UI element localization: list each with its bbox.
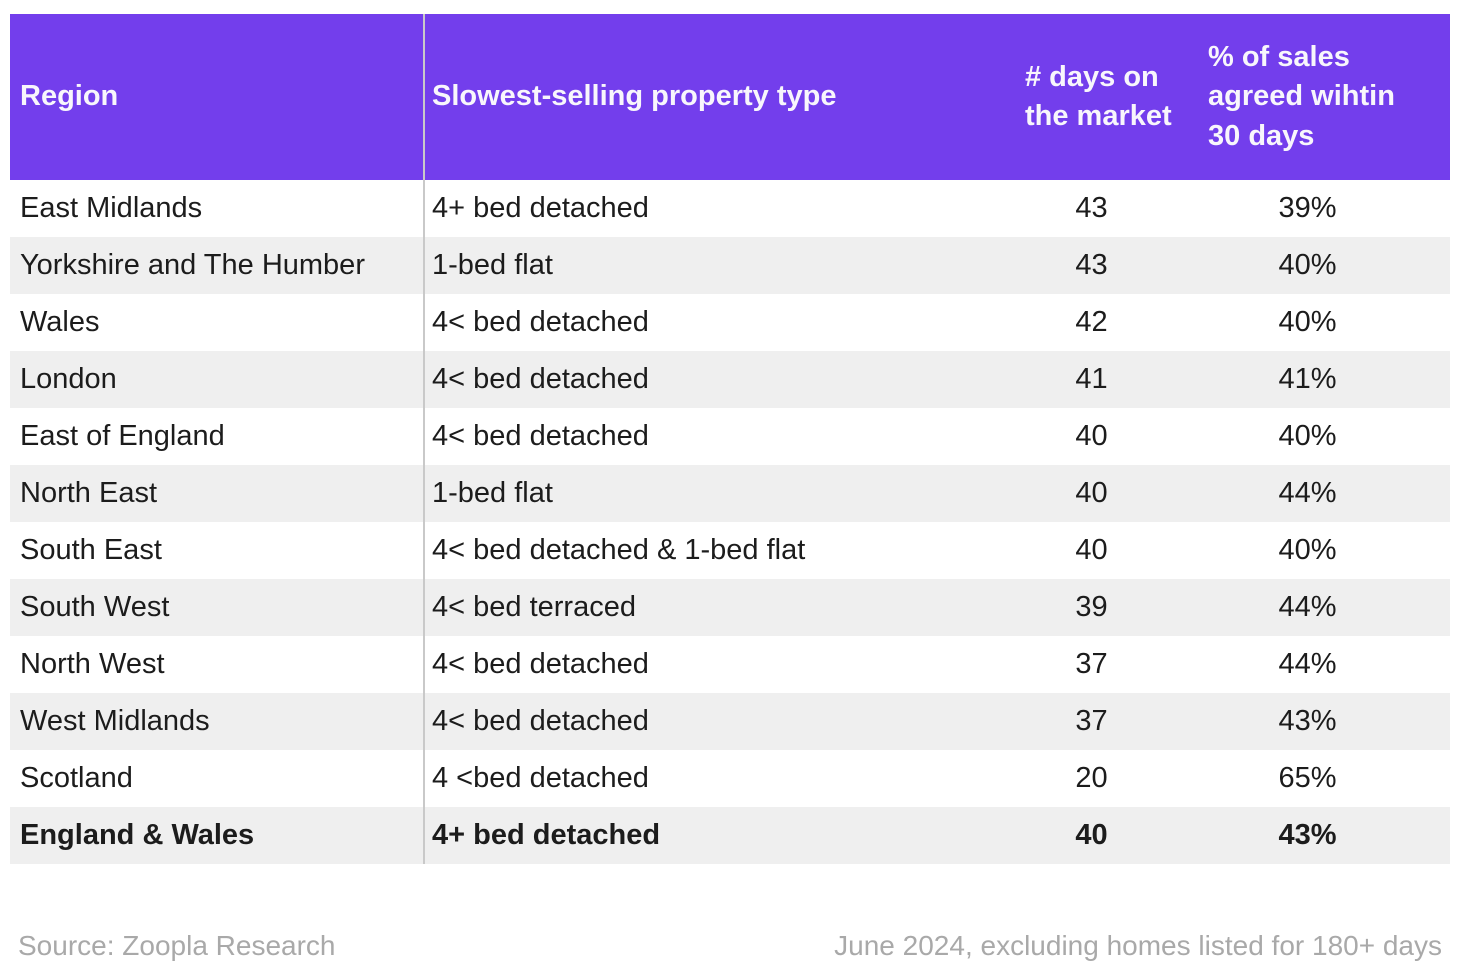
table-row: North East 1-bed flat 40 44%: [10, 465, 1450, 522]
cell-property-type: 4+ bed detached: [432, 192, 649, 224]
table-row: Wales 4< bed detached 42 40%: [10, 294, 1450, 351]
cell-region: South East: [20, 534, 162, 566]
cell-pct: 40%: [1278, 534, 1337, 566]
cell-property-type: 1-bed flat: [432, 477, 553, 509]
cell-region: Yorkshire and The Humber: [20, 249, 365, 281]
cell-region: Scotland: [20, 762, 133, 794]
cell-days: 37: [1075, 648, 1108, 680]
cell-pct: 44%: [1278, 591, 1337, 623]
cell-pct: 40%: [1278, 306, 1337, 338]
cell-pct: 44%: [1278, 477, 1337, 509]
cell-property-type: 4< bed detached & 1-bed flat: [432, 534, 806, 566]
cell-days: 43: [1075, 192, 1108, 224]
cell-property-type: 4 <bed detached: [432, 762, 649, 794]
table-row: London 4< bed detached 41 41%: [10, 351, 1450, 408]
cell-pct: 41%: [1278, 363, 1337, 395]
column-header-property-type: Slowest-selling property type: [432, 80, 837, 113]
cell-region: England & Wales: [20, 819, 255, 851]
cell-days: 40: [1075, 477, 1108, 509]
cell-region: London: [20, 363, 117, 395]
source-caption: Source: Zoopla Research: [18, 930, 336, 961]
cell-days: 41: [1075, 363, 1108, 395]
cell-pct: 40%: [1278, 249, 1337, 281]
table-row: East Midlands 4+ bed detached 43 39%: [10, 180, 1450, 237]
table-row: England & Wales 4+ bed detached 40 43%: [10, 807, 1450, 864]
column-header-region: Region: [20, 80, 119, 113]
column-header-pct-label: % of sales agreed wihtin 30 days: [1208, 41, 1395, 152]
cell-pct: 43%: [1278, 705, 1337, 737]
cell-pct: 43%: [1278, 819, 1337, 851]
property-table: Region Slowest-selling property type # d…: [10, 14, 1450, 864]
column-header-days-label: # days on the market: [1025, 60, 1172, 132]
cell-days: 40: [1075, 420, 1108, 452]
cell-property-type: 1-bed flat: [432, 249, 553, 281]
table-row: Scotland 4 <bed detached 20 65%: [10, 750, 1450, 807]
cell-pct: 39%: [1278, 192, 1337, 224]
cell-property-type: 4< bed terraced: [432, 591, 636, 623]
column-header-pct: % of sales agreed wihtin 30 days: [1195, 38, 1450, 155]
cell-pct: 65%: [1278, 762, 1337, 794]
cell-pct: 44%: [1278, 648, 1337, 680]
cell-days: 37: [1075, 705, 1108, 737]
cell-property-type: 4< bed detached: [432, 363, 649, 395]
cell-days: 40: [1075, 534, 1108, 566]
table-body: East Midlands 4+ bed detached 43 39% Yor…: [10, 180, 1450, 864]
cell-region: Wales: [20, 306, 100, 338]
cell-property-type: 4< bed detached: [432, 306, 649, 338]
table-row: Yorkshire and The Humber 1-bed flat 43 4…: [10, 237, 1450, 294]
cell-region: West Midlands: [20, 705, 210, 737]
cell-days: 20: [1075, 762, 1108, 794]
table-header-row: Region Slowest-selling property type # d…: [10, 14, 1450, 180]
footer: Source: Zoopla Research June 2024, exclu…: [10, 930, 1450, 962]
table-row: South East 4< bed detached & 1-bed flat …: [10, 522, 1450, 579]
cell-days: 39: [1075, 591, 1108, 623]
cell-property-type: 4< bed detached: [432, 705, 649, 737]
table-row: West Midlands 4< bed detached 37 43%: [10, 693, 1450, 750]
column-divider: [423, 14, 425, 864]
cell-region: East of England: [20, 420, 225, 452]
cell-pct: 40%: [1278, 420, 1337, 452]
cell-property-type: 4+ bed detached: [432, 819, 661, 851]
cell-property-type: 4< bed detached: [432, 420, 649, 452]
table-row: East of England 4< bed detached 40 40%: [10, 408, 1450, 465]
cell-region: North West: [20, 648, 165, 680]
table-row: North West 4< bed detached 37 44%: [10, 636, 1450, 693]
cell-region: North East: [20, 477, 157, 509]
cell-property-type: 4< bed detached: [432, 648, 649, 680]
cell-days: 42: [1075, 306, 1108, 338]
cell-region: South West: [20, 591, 170, 623]
date-note-caption: June 2024, excluding homes listed for 18…: [834, 930, 1442, 961]
column-header-days: # days on the market: [1010, 58, 1195, 136]
table-row: South West 4< bed terraced 39 44%: [10, 579, 1450, 636]
cell-days: 40: [1075, 819, 1108, 851]
cell-days: 43: [1075, 249, 1108, 281]
cell-region: East Midlands: [20, 192, 203, 224]
